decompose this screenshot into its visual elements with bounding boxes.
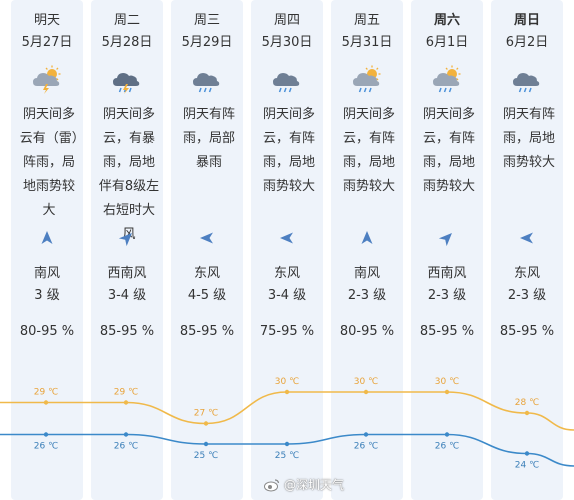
thunderstorm-icon: [111, 64, 143, 94]
wind-direction: 西南风: [427, 266, 467, 281]
day-name: 周六: [433, 13, 460, 28]
humidity: 80-95 %: [19, 324, 75, 339]
wind-level: 3-4 级: [267, 288, 307, 303]
weather-description: 阴天间多云有（雷）阵雨，局地雨势较大: [19, 107, 79, 218]
wind-arrow-icon: [38, 229, 56, 247]
wind-level: 2-3 级: [427, 288, 467, 303]
wind-level: 4-5 级: [187, 288, 227, 303]
wind-arrow-icon: [518, 229, 536, 247]
weather-description: 阴天间多云，有阵雨，局地雨势较大: [262, 107, 315, 194]
day-column: 明天 5月27日阴天间多云有（雷）阵雨，局地雨势较大南风 3 级 80-95 %: [11, 0, 83, 500]
humidity: 80-95 %: [339, 324, 395, 339]
cloudy-sun-lightning-icon: [31, 64, 63, 94]
wind-level: 2-3 级: [507, 288, 547, 303]
day-name: 周三: [193, 13, 220, 28]
wind-arrow-icon: [198, 229, 216, 247]
weather-description: 阴天有阵雨，局部暴雨: [182, 107, 235, 170]
weather-description: 阴天有阵雨，局地雨势较大: [502, 107, 555, 170]
cloudy-sun-rain-icon: [431, 64, 463, 94]
day-date: 5月30日: [261, 35, 313, 50]
weather-description: 阴天间多云，有阵雨，局地雨势较大: [422, 107, 475, 194]
day-name: 周二: [113, 13, 140, 28]
day-date: 5月27日: [21, 35, 73, 50]
day-column: 周六 6月1日阴天间多云，有阵雨，局地雨势较大西南风 2-3 级 85-95 %: [411, 0, 483, 500]
humidity: 85-95 %: [179, 324, 235, 339]
day-column: 周五 5月31日阴天间多云，有阵雨，局地雨势较大南风 2-3 级 80-95 %: [331, 0, 403, 500]
weather-description: 阴天间多云，有暴雨，局地伴有8级左右短时大风: [98, 107, 160, 242]
wind-level: 2-3 级: [347, 288, 387, 303]
day-name: 周日: [513, 13, 540, 28]
wind-arrow-icon: [278, 229, 296, 247]
wind-level: 3-4 级: [107, 288, 147, 303]
humidity: 85-95 %: [419, 324, 475, 339]
wind-arrow-icon: [118, 229, 136, 247]
rain-cloud-icon: [271, 64, 303, 94]
day-date: 6月2日: [505, 35, 549, 50]
day-date: 5月29日: [181, 35, 233, 50]
watermark: @深圳天气: [264, 476, 344, 493]
rain-cloud-icon: [511, 64, 543, 94]
wind-direction: 东风: [513, 266, 540, 281]
watermark-text: @深圳天气: [284, 478, 345, 492]
day-date: 5月31日: [341, 35, 393, 50]
weather-description: 阴天间多云，有阵雨，局地雨势较大: [342, 107, 395, 194]
wind-direction: 南风: [33, 266, 60, 281]
day-column: 周日 6月2日阴天有阵雨，局地雨势较大东风 2-3 级 85-95 %: [491, 0, 563, 500]
humidity: 85-95 %: [99, 324, 155, 339]
wind-direction: 东风: [273, 266, 300, 281]
wind-arrow-icon: [438, 229, 456, 247]
humidity: 85-95 %: [499, 324, 555, 339]
day-date: 6月1日: [425, 35, 469, 50]
day-date: 5月28日: [101, 35, 153, 50]
cloudy-sun-rain-icon: [351, 64, 383, 94]
wind-direction: 东风: [193, 266, 220, 281]
day-name: 明天: [33, 13, 60, 28]
wind-direction: 西南风: [107, 266, 147, 281]
day-column: 周三 5月29日阴天有阵雨，局部暴雨东风 4-5 级 85-95 %: [171, 0, 243, 500]
wind-arrow-icon: [358, 229, 376, 247]
day-column: 周四 5月30日阴天间多云，有阵雨，局地雨势较大东风 3-4 级 75-95 %: [251, 0, 323, 500]
weibo-logo-icon: [264, 478, 280, 492]
rain-cloud-icon: [191, 64, 223, 94]
wind-level: 3 级: [34, 288, 60, 303]
wind-direction: 南风: [353, 266, 380, 281]
day-name: 周四: [273, 13, 300, 28]
humidity: 75-95 %: [259, 324, 315, 339]
day-name: 周五: [353, 13, 380, 28]
